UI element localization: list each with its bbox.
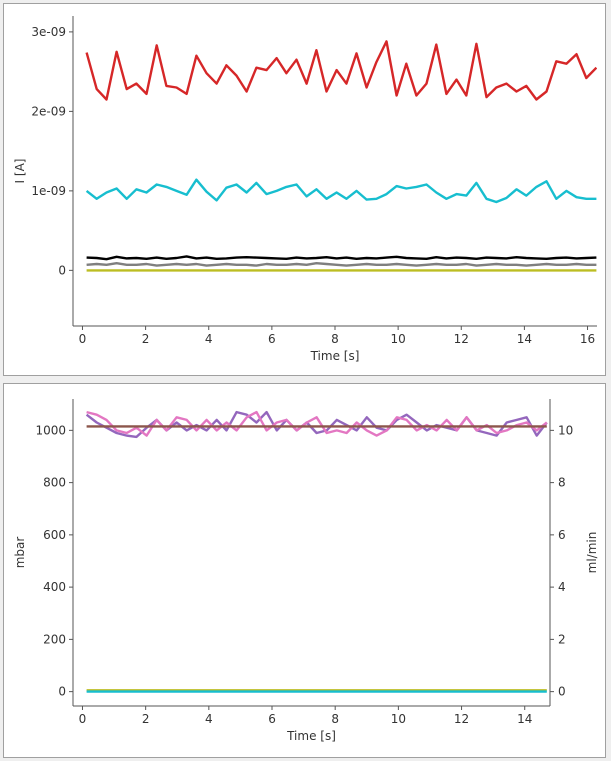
x-tick-label: 0 — [79, 332, 87, 346]
x-tick-label: 4 — [205, 332, 213, 346]
y-tick-label: 0 — [58, 685, 66, 699]
y2-tick-label: 6 — [558, 528, 566, 542]
x-tick-label: 2 — [142, 332, 150, 346]
y2-axis-label: ml/min — [585, 532, 599, 574]
x-tick-label: 6 — [268, 332, 276, 346]
y2-tick-label: 4 — [558, 580, 566, 594]
x-tick-label: 8 — [331, 332, 339, 346]
x-tick-label: 10 — [391, 712, 406, 726]
series-line-1 — [85, 40, 597, 101]
x-tick-label: 12 — [454, 332, 469, 346]
series-line-4 — [86, 262, 597, 267]
y-tick-label: 0 — [58, 263, 66, 277]
y-tick-label: 600 — [43, 528, 66, 542]
y-tick-label: 3e-09 — [31, 25, 66, 39]
y-tick-label: 1e-09 — [31, 184, 66, 198]
y-tick-label: 200 — [43, 632, 66, 646]
y-axis-label: mbar — [13, 537, 27, 569]
x-axis-label: Time [s] — [310, 349, 360, 363]
current-chart-panel[interactable]: 0 2 4 6 8 10 12 14 16 0 1e-09 2e-09 3e-09 Time [s] I [… — [3, 3, 606, 376]
x-tick-label: 6 — [268, 712, 276, 726]
x-tick-label: 16 — [580, 332, 595, 346]
x-tick-label: 12 — [454, 712, 469, 726]
x-axis-label: Time [s] — [286, 729, 336, 743]
y2-tick-label: 8 — [558, 476, 566, 490]
y-tick-label: 800 — [43, 476, 66, 490]
y-tick-label: 1000 — [35, 423, 66, 437]
current-chart[interactable]: 0 2 4 6 8 10 12 14 16 0 1e-09 2e-09 3e-09 Time [s] I [… — [4, 4, 605, 375]
x-tick-label: 14 — [517, 332, 532, 346]
y-axis-label: I [A] — [13, 159, 27, 184]
x-tick-label: 2 — [142, 712, 150, 726]
x-tick-label: 14 — [517, 712, 532, 726]
y2-tick-label: 2 — [558, 632, 566, 646]
pressure-flow-chart[interactable]: 0 2 4 6 8 10 12 14 0 200 400 600 800 1000 0 2 4 6 8 10 Time … — [4, 384, 605, 757]
series-line-3 — [86, 255, 597, 261]
plot-area — [85, 40, 597, 272]
series-line-2 — [85, 178, 597, 204]
pressure-flow-chart-panel[interactable]: 0 2 4 6 8 10 12 14 0 200 400 600 800 1000 0 2 4 6 8 10 Time … — [3, 383, 606, 758]
plot-area — [85, 410, 548, 693]
series-line-1 — [85, 410, 548, 439]
y2-tick-label: 0 — [558, 685, 566, 699]
y-tick-label: 400 — [43, 580, 66, 594]
x-tick-label: 10 — [390, 332, 405, 346]
x-tick-label: 8 — [331, 712, 339, 726]
y-tick-label: 2e-09 — [31, 104, 66, 118]
x-tick-label: 0 — [79, 712, 87, 726]
y2-tick-label: 10 — [558, 423, 573, 437]
x-tick-label: 4 — [205, 712, 213, 726]
